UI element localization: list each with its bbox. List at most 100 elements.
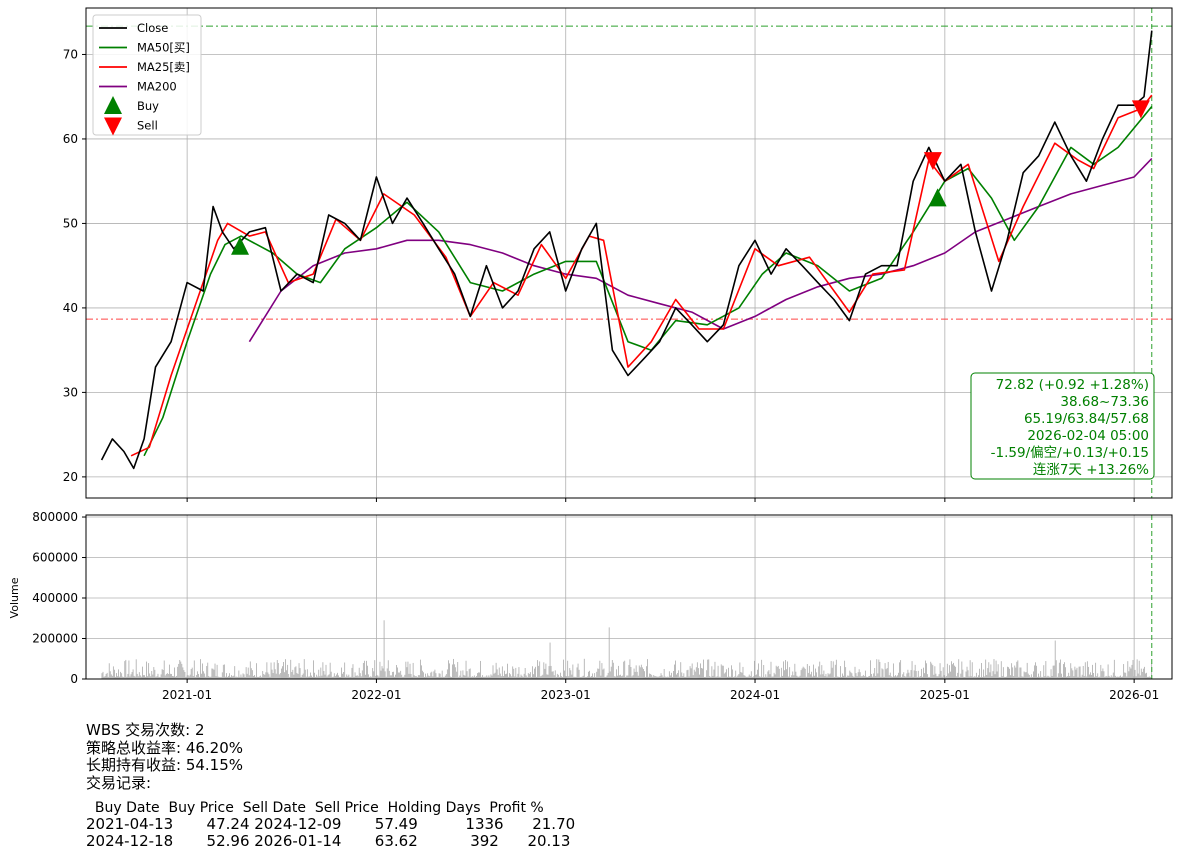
- volume-bar: [282, 666, 283, 679]
- volume-bar: [972, 676, 974, 679]
- volume-bar: [1008, 667, 1009, 679]
- volume-bar: [495, 662, 497, 679]
- volume-bar: [1086, 661, 1088, 679]
- volume-bar: [452, 664, 453, 679]
- volume-bar: [942, 667, 944, 679]
- volume-bar: [1079, 666, 1081, 679]
- volume-bar: [784, 670, 785, 679]
- volume-bar: [653, 675, 655, 679]
- volume-bar: [751, 676, 753, 679]
- trade-row: 2024-12-18 52.96 2026-01-14 63.62 392 20…: [86, 832, 571, 850]
- volume-bar: [134, 676, 136, 679]
- volume-bar: [731, 665, 732, 679]
- volume-bar: [592, 673, 593, 679]
- volume-bar: [555, 676, 557, 679]
- volume-bar: [1023, 671, 1025, 679]
- volume-bar: [485, 676, 487, 679]
- volume-bar: [395, 674, 396, 679]
- volume-bar: [519, 676, 521, 679]
- volume-bar: [887, 661, 889, 679]
- volume-bar: [679, 676, 681, 679]
- volume-bar: [443, 676, 445, 679]
- volume-bar: [516, 676, 518, 679]
- volume-bar: [227, 676, 228, 679]
- volume-bar: [917, 670, 919, 679]
- volume-bar: [1106, 676, 1108, 679]
- volume-bar: [627, 675, 629, 679]
- volume-bar: [758, 663, 759, 679]
- volume-bar: [762, 676, 764, 679]
- volume-bar: [1010, 675, 1011, 679]
- volume-bar: [1125, 672, 1127, 679]
- volume-bar: [958, 659, 960, 679]
- volume-bar: [199, 676, 200, 679]
- volume-bar: [874, 667, 876, 679]
- volume-bar: [944, 676, 946, 679]
- volume-bar: [681, 672, 683, 679]
- volume-bar: [668, 671, 670, 679]
- volume-bar: [993, 659, 995, 679]
- volume-bar: [397, 667, 398, 679]
- volume-bar: [173, 676, 174, 679]
- records-title: 交易记录:: [86, 773, 152, 792]
- volume-bar: [1013, 676, 1015, 679]
- volume-bar: [575, 676, 577, 679]
- volume-bar: [302, 673, 304, 679]
- volume-bar: [518, 667, 520, 679]
- volume-bar: [736, 676, 738, 679]
- x-tick-label: 2025-01: [920, 688, 970, 702]
- volume-bar: [715, 676, 717, 679]
- volume-bar: [300, 676, 302, 679]
- legend-label: MA50[买]: [137, 41, 190, 55]
- volume-bar: [808, 665, 810, 679]
- volume-bar: [275, 673, 277, 679]
- volume-bar: [1076, 667, 1078, 679]
- volume-bar: [1097, 673, 1099, 679]
- volume-bar: [586, 676, 588, 679]
- volume-bar: [499, 673, 501, 679]
- volume-bar: [984, 676, 986, 679]
- volume-bar: [959, 676, 961, 679]
- volume-bar: [908, 672, 910, 679]
- volume-bar: [546, 674, 548, 679]
- volume-bar: [740, 672, 742, 679]
- volume-bar: [1072, 670, 1074, 679]
- volume-bar: [589, 670, 590, 679]
- volume-bar: [585, 676, 587, 679]
- volume-bar: [498, 667, 500, 679]
- volume-bar: [409, 663, 411, 679]
- volume-bar: [271, 669, 273, 679]
- volume-bar: [570, 670, 572, 679]
- volume-bar: [471, 676, 473, 679]
- volume-bar: [406, 667, 408, 679]
- volume-bar: [185, 676, 187, 679]
- volume-bar: [998, 676, 1000, 679]
- volume-bar: [313, 660, 314, 679]
- volume-bar: [265, 672, 267, 679]
- volume-bar: [356, 675, 358, 679]
- volume-bar: [165, 674, 167, 679]
- volume-bar: [143, 675, 144, 679]
- volume-bar: [1087, 666, 1089, 679]
- volume-bar: [608, 627, 610, 679]
- price-y-tick-label: 60: [63, 132, 78, 146]
- volume-bar: [1134, 669, 1136, 679]
- volume-bar: [869, 675, 870, 679]
- volume-bar: [566, 676, 568, 679]
- volume-bar: [605, 676, 607, 679]
- volume-bar: [228, 675, 229, 679]
- volume-bar: [871, 673, 872, 679]
- trade-markers: [231, 100, 1150, 255]
- volume-bar: [139, 675, 141, 679]
- volume-bar: [771, 676, 773, 679]
- volume-bar: [362, 662, 364, 679]
- volume-bar: [220, 676, 222, 679]
- volume-bar: [310, 672, 311, 679]
- volume-bar: [470, 676, 472, 679]
- volume-bar: [866, 676, 867, 679]
- volume-bar: [1136, 659, 1138, 679]
- volume-bar: [534, 668, 535, 679]
- volume-bar: [256, 663, 257, 679]
- trade-table: Buy Date Buy Price Sell Date Sell Price …: [86, 800, 575, 850]
- volume-bar: [1039, 676, 1041, 679]
